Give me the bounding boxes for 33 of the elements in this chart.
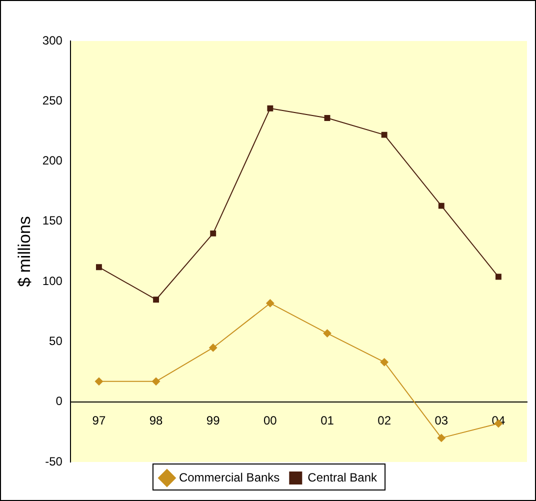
point: [380, 358, 388, 366]
y-tick-label: 50: [49, 334, 63, 348]
point: [437, 434, 446, 442]
x-tick-label: 02: [378, 413, 392, 428]
x-tick-label: 97: [92, 413, 106, 428]
point: [381, 132, 388, 138]
x-tick-label: 03: [434, 413, 448, 428]
x-tick-label: 99: [206, 413, 220, 428]
point: [94, 377, 103, 386]
point: [324, 115, 330, 121]
y-tick-label: 0: [56, 394, 63, 408]
point: [323, 329, 332, 338]
point: [153, 296, 160, 303]
point: [210, 230, 216, 236]
legend-label: Central Bank: [308, 470, 378, 484]
point: [152, 377, 160, 386]
point: [438, 202, 444, 209]
x-tick-label: 01: [320, 413, 334, 428]
y-tick-label: 150: [42, 214, 63, 228]
y-tick-label: 250: [42, 93, 63, 108]
point: [209, 344, 218, 352]
x-tick-label: 98: [149, 413, 164, 428]
y-tick-label: 100: [42, 274, 63, 288]
point: [495, 274, 502, 280]
x-tick-label: 00: [263, 413, 278, 428]
point: [96, 264, 102, 270]
y-tick-label: -50: [45, 454, 63, 468]
y-axis-title: $ millions: [14, 216, 34, 287]
y-tick-label: 300: [42, 33, 63, 48]
y-tick-label: 200: [42, 154, 63, 168]
point: [267, 105, 274, 112]
legend-label: Commercial Banks: [178, 470, 280, 484]
point: [266, 299, 274, 308]
